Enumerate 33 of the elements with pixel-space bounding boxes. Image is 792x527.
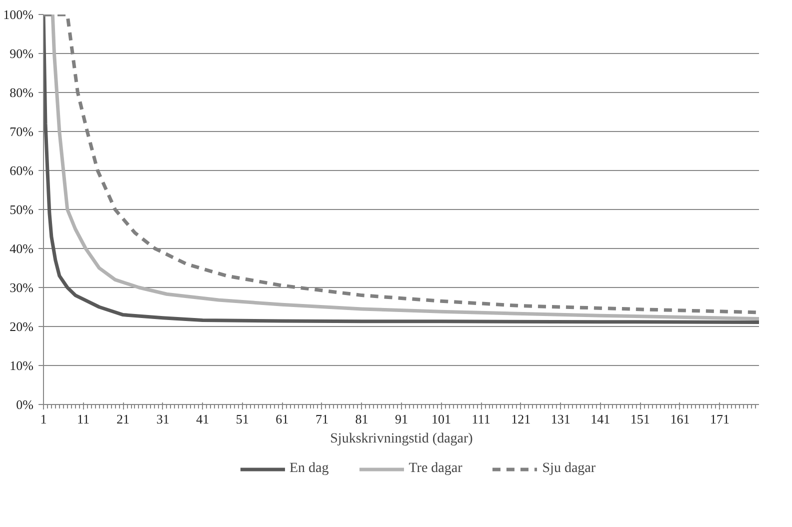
y-tick-label: 10% bbox=[10, 358, 34, 373]
x-tick-label: 91 bbox=[395, 412, 408, 426]
y-tick-label: 90% bbox=[10, 46, 34, 61]
x-tick-label: 121 bbox=[511, 412, 531, 426]
x-tick-label: 11 bbox=[77, 412, 90, 426]
x-tick-label: 161 bbox=[670, 412, 690, 426]
y-tick-label: 20% bbox=[10, 319, 34, 334]
y-tick-label: 100% bbox=[3, 7, 34, 22]
x-tick-label: 151 bbox=[630, 412, 650, 426]
x-tick-label: 21 bbox=[116, 412, 130, 426]
x-tick-label: 1 bbox=[40, 412, 47, 426]
x-axis-title: Sjukskrivningstid (dagar) bbox=[330, 432, 474, 446]
y-tick-label: 30% bbox=[10, 280, 34, 295]
y-tick-label: 60% bbox=[10, 163, 34, 178]
y-tick-label: 80% bbox=[10, 85, 34, 100]
y-tick-label: 70% bbox=[10, 124, 34, 139]
legend-label: Sju dagar bbox=[542, 461, 596, 477]
x-tick-label: 51 bbox=[236, 412, 249, 426]
legend-label: Tre dagar bbox=[408, 461, 462, 477]
legend-label: En dag bbox=[289, 461, 329, 477]
x-tick-label: 81 bbox=[355, 412, 368, 426]
y-tick-label: 50% bbox=[10, 202, 34, 217]
x-tick-label: 141 bbox=[590, 412, 610, 426]
x-tick-label: 61 bbox=[276, 412, 289, 426]
x-tick-label: 171 bbox=[710, 412, 730, 426]
x-tick-label: 31 bbox=[156, 412, 170, 426]
x-tick-label: 101 bbox=[432, 412, 452, 426]
x-tick-label: 71 bbox=[315, 412, 328, 426]
x-tick-label: 111 bbox=[472, 412, 490, 426]
y-tick-label: 40% bbox=[10, 241, 34, 256]
x-tick-label: 41 bbox=[196, 412, 210, 426]
x-tick-label: 131 bbox=[550, 412, 570, 426]
y-tick-label: 0% bbox=[16, 397, 34, 412]
